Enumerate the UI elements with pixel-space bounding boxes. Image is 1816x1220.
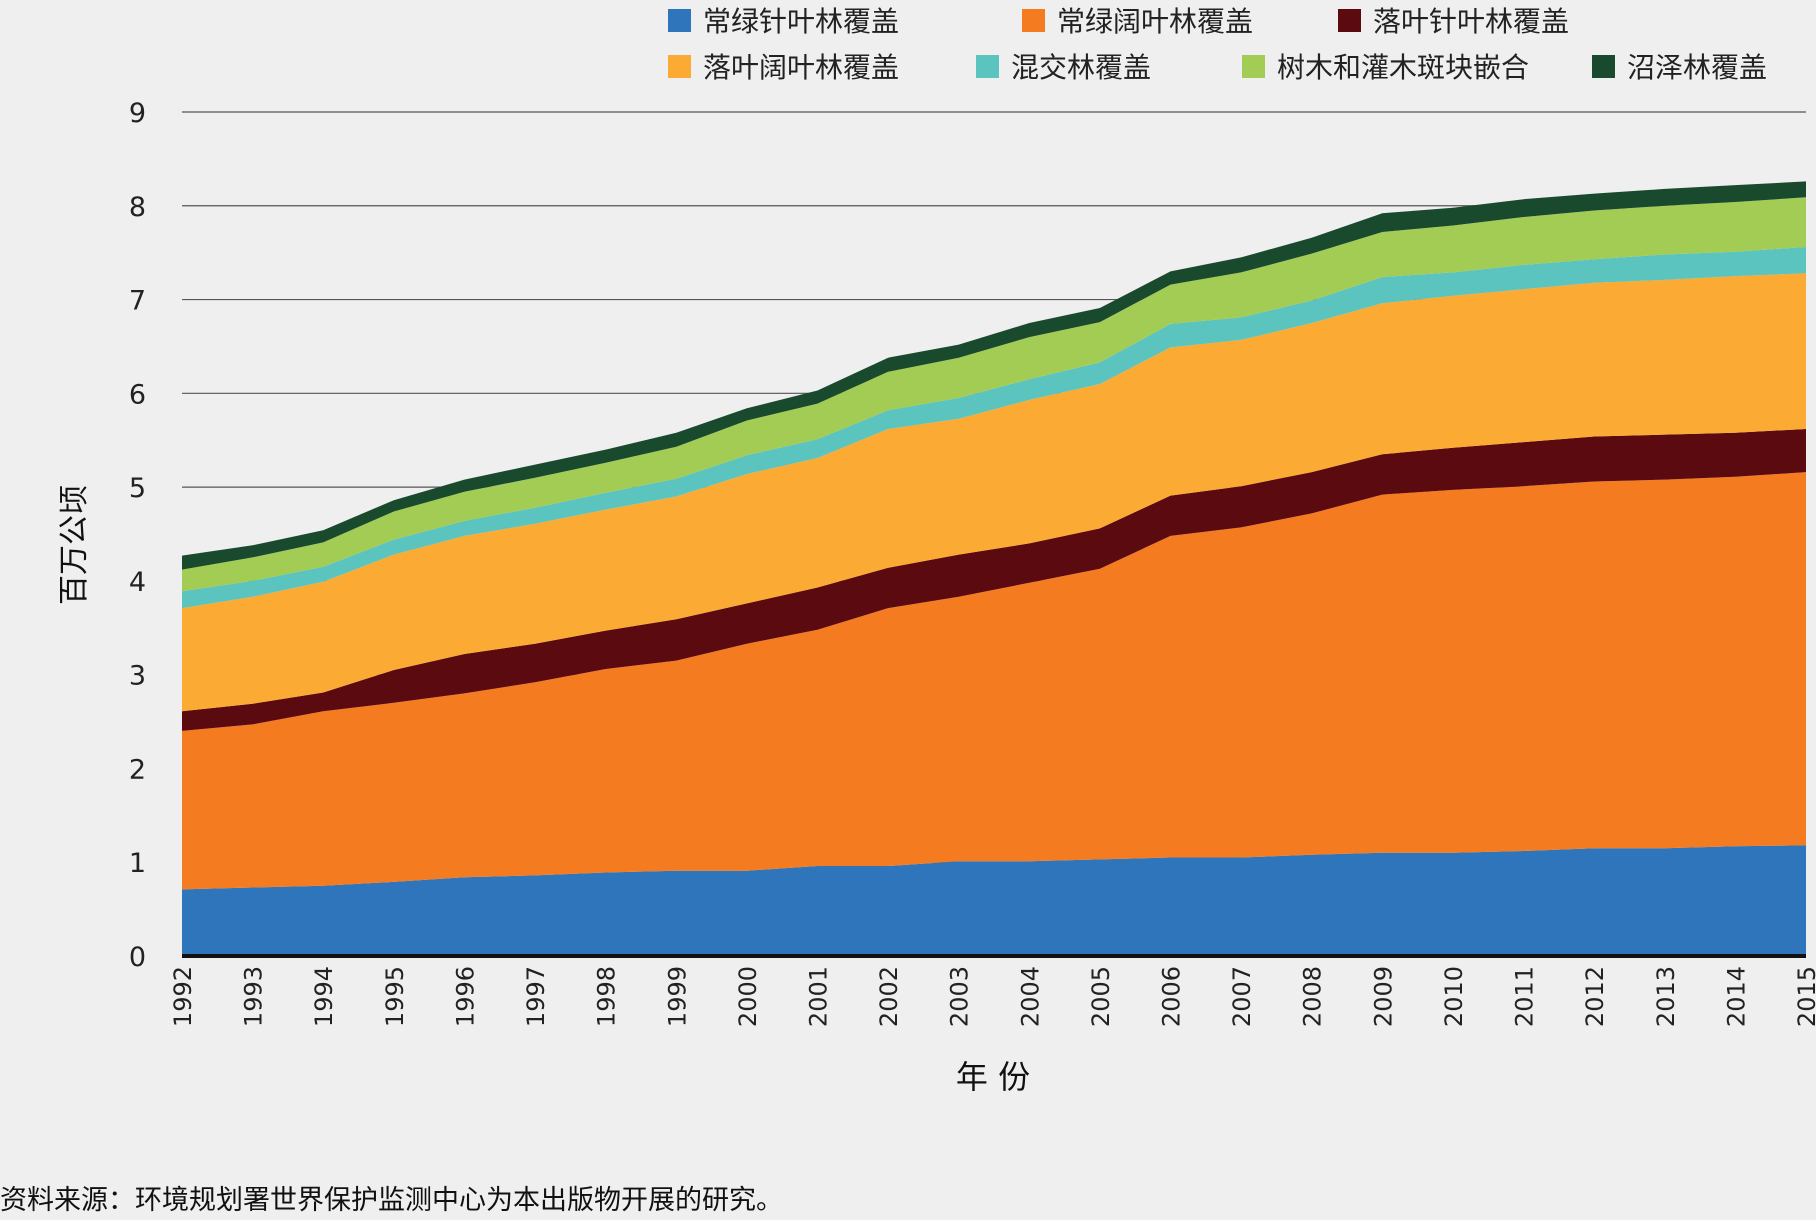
legend-item: 混交林覆盖	[976, 46, 1151, 86]
legend-swatch	[1338, 8, 1361, 32]
area-series-2	[182, 429, 1806, 731]
legend-item: 落叶阔叶林覆盖	[668, 46, 899, 86]
x-tick-label: 2002	[875, 966, 903, 1027]
x-tick-label: 2007	[1228, 966, 1256, 1027]
legend-item: 常绿针叶林覆盖	[668, 0, 899, 40]
legend-swatch	[668, 8, 691, 32]
x-tick-label: 2009	[1369, 966, 1397, 1027]
legend-swatch	[1592, 54, 1615, 78]
area-series	[182, 181, 1806, 956]
legend-item: 常绿阔叶林覆盖	[1022, 0, 1253, 40]
legend-label: 落叶针叶林覆盖	[1373, 5, 1570, 38]
legend-label: 树木和灌木斑块嵌合	[1277, 51, 1530, 84]
x-tick-label: 1996	[451, 966, 479, 1027]
y-tick-label: 2	[129, 754, 146, 785]
y-tick-label: 5	[129, 473, 146, 504]
legend-label: 常绿针叶林覆盖	[703, 5, 900, 38]
x-tick-label: 2014	[1722, 966, 1750, 1027]
x-tick-label: 2003	[946, 966, 974, 1027]
y-tick-labels: 0 1 2 3 4 5 6 7 8 9	[129, 98, 146, 973]
x-tick-label: 2010	[1440, 966, 1468, 1027]
legend-label: 落叶阔叶林覆盖	[703, 51, 900, 84]
x-tick-label: 2005	[1087, 966, 1115, 1027]
legend-swatch	[1242, 54, 1265, 78]
y-tick-label: 9	[129, 98, 146, 129]
x-tick-label: 1994	[310, 966, 338, 1027]
x-tick-label: 1992	[169, 966, 197, 1027]
y-tick-label: 3	[129, 661, 146, 692]
x-axis-label: 年 份	[956, 1058, 1030, 1096]
legend-label: 沼泽林覆盖	[1627, 51, 1768, 84]
area-series-4	[182, 247, 1806, 609]
x-tick-label: 1998	[593, 966, 621, 1027]
x-tick-label: 1999	[663, 966, 691, 1027]
x-tick-label: 2012	[1581, 966, 1609, 1027]
x-tick-label: 2013	[1652, 966, 1680, 1027]
area-series-5	[182, 197, 1806, 592]
x-tick-label: 2001	[805, 966, 833, 1027]
legend-item: 树木和灌木斑块嵌合	[1242, 46, 1529, 86]
area-series-1	[182, 472, 1806, 890]
legend-item: 落叶针叶林覆盖	[1338, 0, 1569, 40]
legend-label: 混交林覆盖	[1011, 51, 1152, 84]
legend-swatch	[1022, 8, 1045, 32]
x-tick-label: 1997	[522, 966, 550, 1027]
y-tick-label: 6	[129, 379, 146, 410]
area-series-6	[182, 181, 1806, 570]
x-tick-label: 1993	[240, 966, 268, 1027]
y-tick-label: 4	[129, 567, 146, 598]
x-tick-labels: 1992 1993 1994 1995 1996 1997 1998 1999 2000 2001…	[169, 966, 1816, 1027]
x-tick-label: 2011	[1511, 966, 1539, 1027]
y-tick-label: 8	[129, 192, 146, 223]
y-axis-label: 百万公顷	[57, 485, 92, 605]
x-tick-label: 2015	[1793, 966, 1816, 1027]
y-tick-label: 0	[129, 942, 146, 973]
x-tick-label: 2008	[1299, 966, 1327, 1027]
legend-label: 常绿阔叶林覆盖	[1057, 5, 1254, 38]
y-tick-label: 1	[129, 848, 146, 879]
area-series-0	[182, 845, 1806, 956]
source-note: 资料来源：环境规划署世界保护监测中心为本出版物开展的研究。	[0, 1185, 783, 1216]
y-tick-label: 7	[129, 286, 146, 317]
legend-item: 沼泽林覆盖	[1592, 46, 1767, 86]
legend-swatch	[668, 54, 691, 78]
x-tick-label: 2000	[734, 966, 762, 1027]
x-tick-label: 1995	[381, 966, 409, 1027]
x-tick-label: 2004	[1016, 966, 1044, 1027]
legend-swatch	[976, 54, 999, 78]
area-series-3	[182, 273, 1806, 712]
x-tick-label: 2006	[1158, 966, 1186, 1027]
